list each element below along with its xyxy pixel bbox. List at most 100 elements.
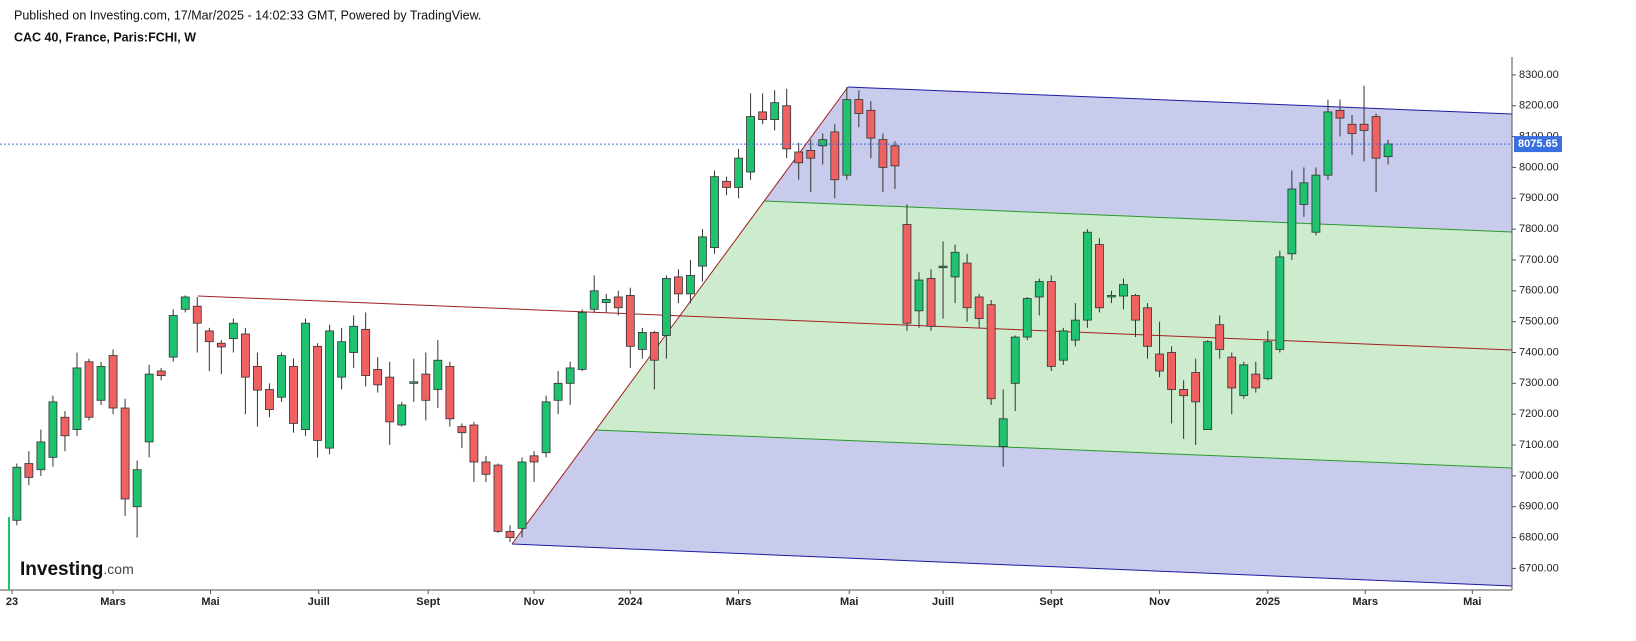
- x-tick-label: Mai: [1463, 596, 1481, 608]
- candle-body: [866, 109, 876, 139]
- last-price-label: 8075.65: [1518, 138, 1558, 150]
- candle-body: [192, 305, 202, 324]
- candle-body: [421, 373, 431, 401]
- y-tick-label: 7700.00: [1519, 254, 1559, 266]
- candle-body: [313, 345, 322, 441]
- candle-body: [24, 463, 34, 478]
- y-tick-label: 7400.00: [1519, 346, 1559, 358]
- candle-body: [1383, 143, 1393, 158]
- candle-body: [132, 469, 142, 508]
- candle-body: [1143, 307, 1152, 347]
- candle-body: [301, 322, 310, 431]
- x-tick-label: Nov: [524, 596, 546, 608]
- candle-body: [1046, 281, 1056, 367]
- candle-body: [1155, 353, 1164, 372]
- candle-body: [433, 359, 443, 390]
- candle-body: [457, 426, 467, 434]
- y-tick-label: 7900.00: [1519, 192, 1559, 204]
- candle-body: [517, 461, 527, 529]
- candle-body: [1311, 174, 1321, 233]
- x-tick-label: Mars: [1352, 596, 1378, 608]
- y-tick-label: 6900.00: [1519, 501, 1559, 513]
- y-tick-label: 7000.00: [1519, 470, 1559, 482]
- candle-body: [818, 139, 828, 147]
- candle-body: [661, 278, 671, 336]
- candle-body: [1275, 256, 1285, 350]
- candle-body: [216, 342, 226, 348]
- y-tick-label: 7800.00: [1519, 223, 1559, 235]
- candle-body: [625, 295, 635, 347]
- candle-body: [746, 116, 755, 173]
- candle-body: [1095, 244, 1104, 309]
- candle-body: [914, 279, 924, 312]
- candle-body: [1359, 123, 1369, 131]
- candle-body: [265, 389, 274, 410]
- candle-body: [1215, 324, 1225, 350]
- candle-body: [698, 236, 707, 267]
- candle-body: [902, 224, 912, 324]
- candle-body: [722, 180, 731, 188]
- x-tick-label: Mars: [100, 596, 126, 608]
- candle-body: [48, 401, 58, 458]
- candle-body: [770, 102, 780, 121]
- candle-body: [1287, 188, 1297, 255]
- candle-body: [1131, 295, 1140, 321]
- candle-body: [204, 330, 214, 343]
- symbol-title: CAC 40, France, Paris:FCHI, W: [14, 30, 196, 44]
- candle-body: [1107, 295, 1116, 298]
- candle-body: [686, 274, 695, 295]
- pitchfork-handle: [511, 86, 849, 545]
- candle-body: [926, 278, 936, 327]
- candle-body: [12, 466, 22, 521]
- candle-body: [228, 322, 238, 340]
- candle-body: [361, 328, 371, 377]
- x-tick-label: Sept: [1039, 596, 1063, 608]
- candle-body: [998, 418, 1008, 447]
- published-note: Published on Investing.com, 17/Mar/2025 …: [14, 8, 481, 22]
- candle-body: [445, 365, 455, 420]
- candle-body: [974, 296, 984, 319]
- candle-body: [878, 139, 888, 168]
- candle-body: [613, 296, 623, 309]
- candle-body: [1347, 123, 1357, 134]
- candle-body: [469, 424, 479, 463]
- candle-body: [493, 464, 503, 532]
- candle-body: [577, 311, 587, 370]
- candle-body: [253, 365, 262, 391]
- candle-body: [1058, 330, 1068, 361]
- candle-body: [240, 333, 250, 378]
- candle-body: [1263, 341, 1273, 380]
- candle-body: [168, 315, 178, 358]
- candle-body: [734, 157, 743, 188]
- candle-body: [120, 407, 130, 500]
- pitchfork-line: [595, 429, 1513, 469]
- candle-body: [1179, 389, 1189, 397]
- x-tick-label: 2025: [1256, 596, 1280, 608]
- pitchfork-median: [197, 295, 1513, 351]
- candle-body: [601, 299, 611, 303]
- candle-body: [806, 150, 816, 159]
- x-tick-label: Sept: [416, 596, 440, 608]
- candle-body: [1371, 116, 1381, 159]
- candle-body: [1119, 284, 1128, 297]
- candle-body: [325, 330, 334, 449]
- x-tick-label: Juill: [308, 596, 330, 608]
- logo-name: Investing: [20, 559, 103, 580]
- candle-body: [96, 365, 106, 401]
- plot-area: [12, 85, 1393, 543]
- candle-body: [1335, 109, 1345, 119]
- x-tick-label: 2024: [618, 596, 643, 608]
- candle-body: [1239, 364, 1249, 397]
- pitchfork-line: [847, 86, 1513, 115]
- candle-body: [674, 276, 683, 295]
- x-tick-label: Juill: [932, 596, 954, 608]
- candle-body: [1323, 111, 1333, 176]
- x-tick-label: Nov: [1149, 596, 1171, 608]
- y-tick-label: 7300.00: [1519, 377, 1559, 389]
- candle-body: [1251, 373, 1261, 389]
- candle-body: [830, 131, 840, 181]
- y-tick-label: 7600.00: [1519, 285, 1559, 297]
- candle-body: [84, 361, 94, 418]
- logo-suffix: .com: [103, 561, 133, 577]
- candle-body: [1227, 356, 1237, 389]
